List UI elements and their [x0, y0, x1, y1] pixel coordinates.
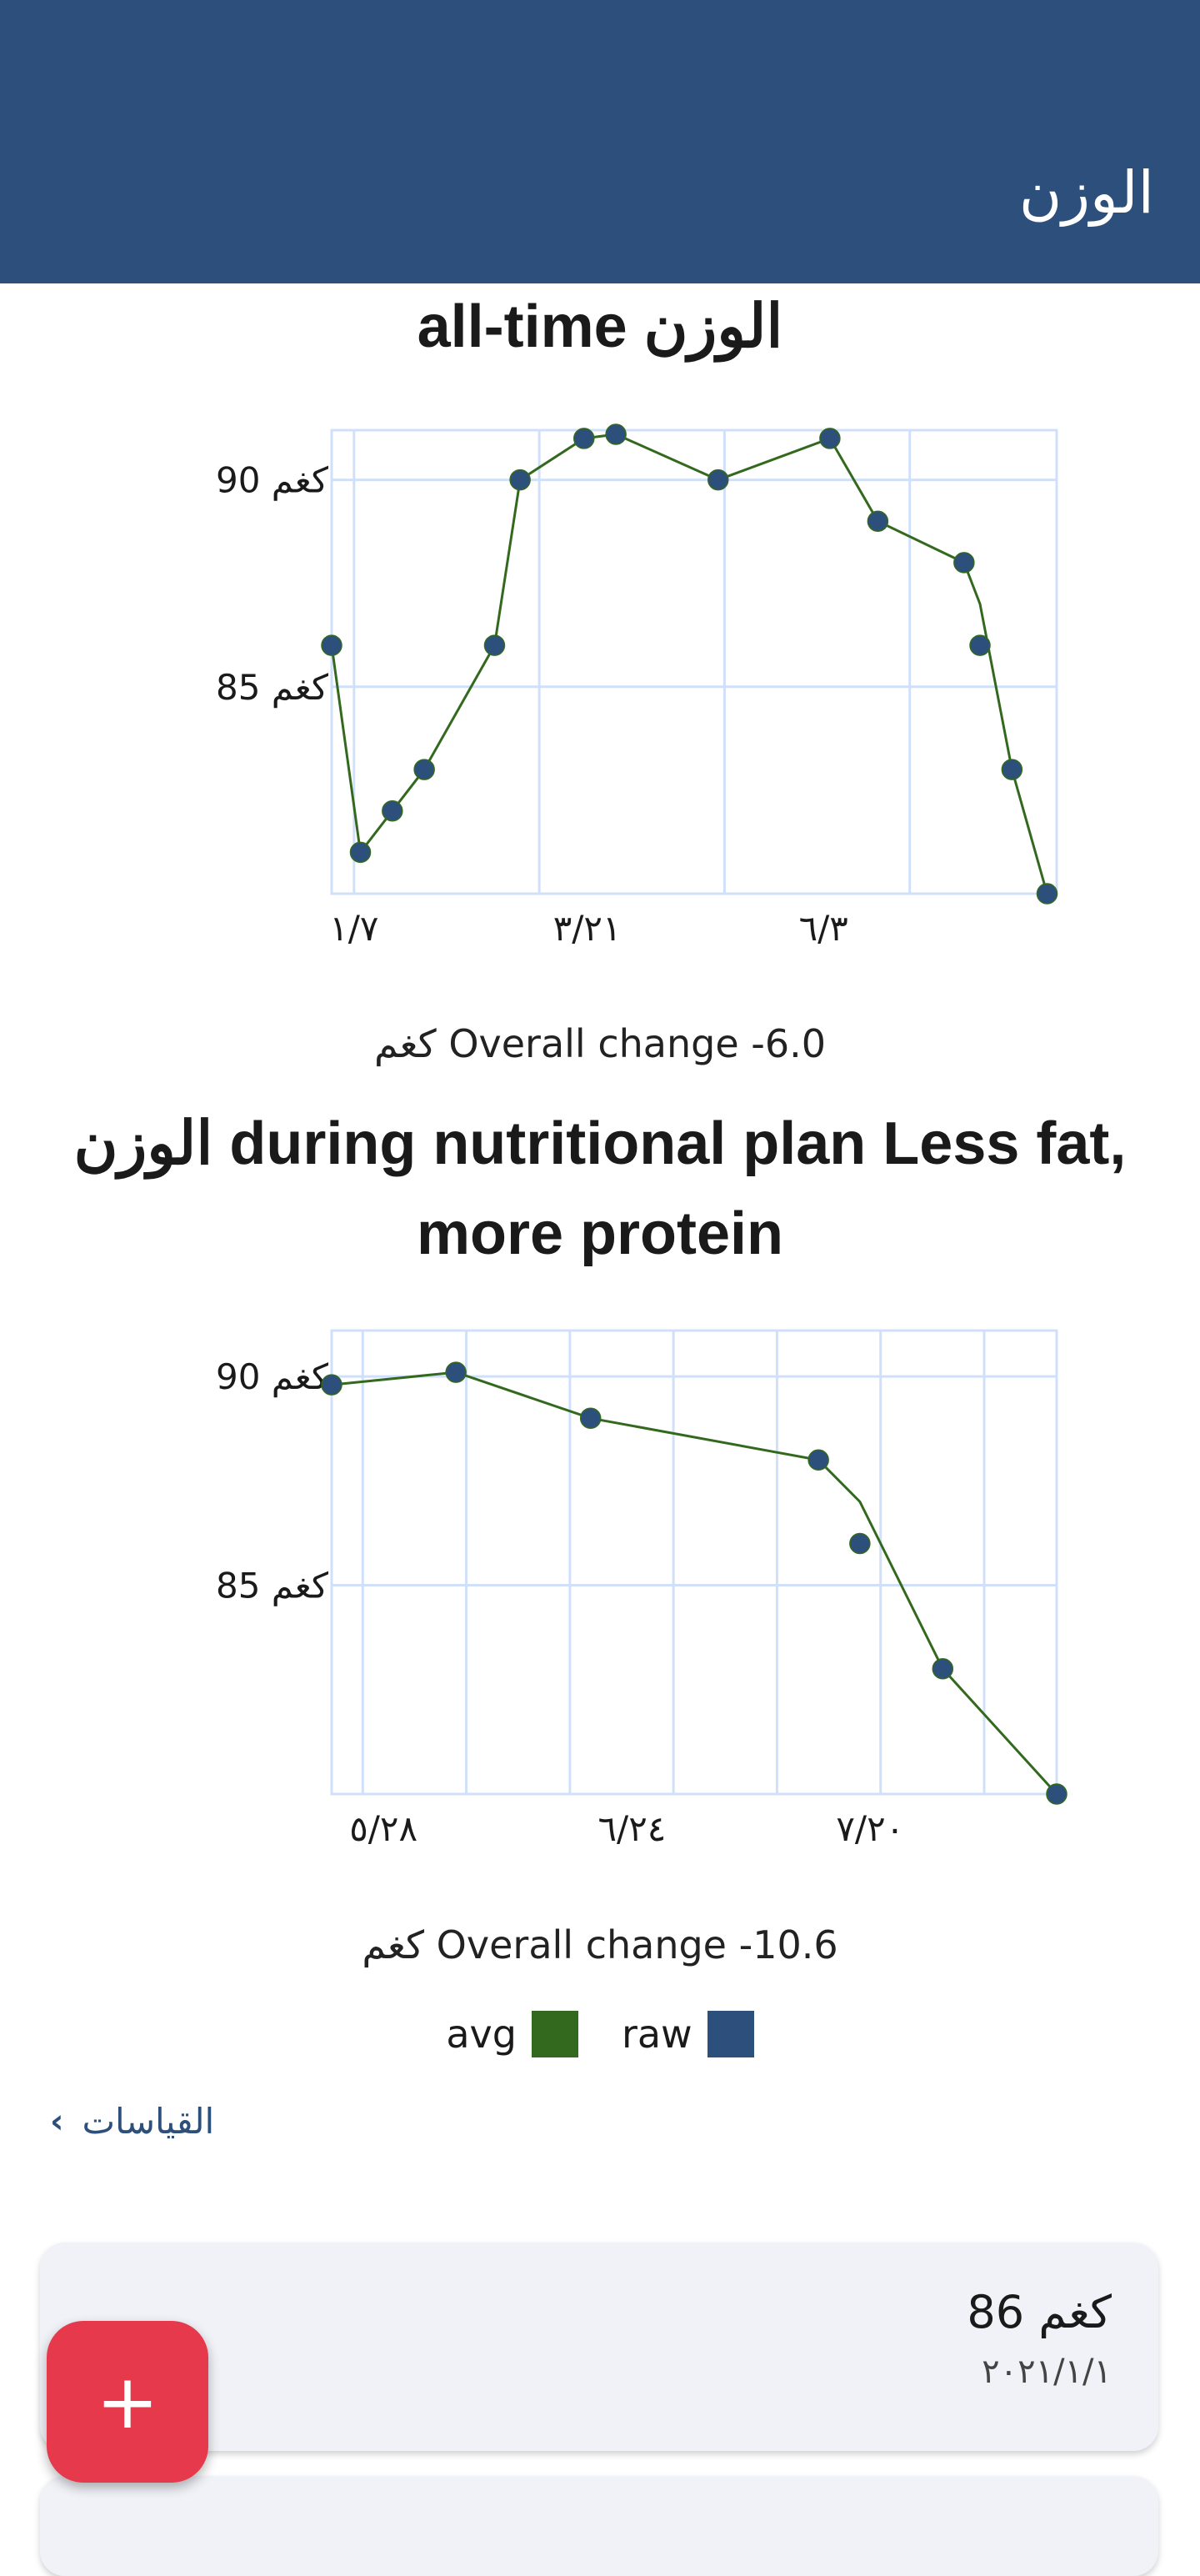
x-tick-label: ٥/٢٨	[349, 1808, 418, 1849]
raw-data-point	[321, 634, 342, 656]
raw-data-point	[579, 1407, 602, 1429]
raw-data-point	[969, 634, 991, 656]
raw-data-point	[1036, 883, 1058, 905]
raw-data-point	[849, 1532, 871, 1555]
raw-data-point	[1001, 759, 1023, 780]
x-tick-label: ٧/٢٠	[836, 1808, 904, 1849]
weight-entry-card[interactable]: 86 كغم ٢٠٢١/١/١	[40, 2243, 1158, 2451]
raw-data-point	[573, 428, 595, 449]
raw-data-point	[483, 634, 506, 656]
measurements-link[interactable]: ‹ القياسات	[50, 2101, 214, 2142]
chart-title-all-time: all-time الوزن	[417, 293, 783, 360]
raw-data-point	[349, 841, 372, 864]
x-tick-label: ٦/٣	[799, 908, 848, 949]
chart-title-plan: الوزن during nutritional plan Less fat, …	[73, 1110, 1127, 1267]
plot-frame	[330, 1329, 1058, 1796]
plus-icon: +	[96, 2358, 159, 2446]
chart-legend: avg raw	[0, 2005, 1200, 2063]
raw-data-point	[382, 799, 403, 822]
raw-data-point	[932, 1657, 954, 1680]
raw-data-point	[707, 469, 729, 491]
y-tick-label: 90 كغم	[216, 460, 328, 502]
legend-item-avg: avg	[446, 2011, 578, 2057]
raw-data-point	[509, 469, 531, 491]
x-tick-label: ٦/٢٤	[598, 1808, 667, 1849]
weight-chart-plan: 85 كغم 90 كغم ٥/٢٨ ٦/٢٤ ٧/٢٠	[216, 1329, 1068, 1849]
app-bar: الوزن	[0, 0, 1200, 283]
legend-label-raw: raw	[621, 2012, 692, 2057]
raw-data-point	[605, 423, 627, 445]
weight-entry-card[interactable]	[40, 2476, 1158, 2576]
x-tick-label: ١/٧	[329, 908, 378, 949]
overall-change-all-time: كغم Overall change -6.0	[373, 1021, 827, 1066]
raw-data-point	[808, 1449, 829, 1471]
x-tick-label: ٣/٢١	[553, 908, 622, 949]
entry-weight: 86 كغم	[967, 2286, 1112, 2338]
raw-data-point	[819, 428, 841, 449]
entry-date: ٢٠٢١/١/١	[982, 2353, 1112, 2391]
avg-series-line	[330, 433, 1048, 895]
chevron-left-icon: ‹	[50, 2102, 64, 2141]
overall-change-plan: كغم Overall change -10.6	[362, 1922, 838, 1967]
page-title: الوزن	[1018, 158, 1154, 227]
legend-swatch-avg	[531, 2011, 578, 2057]
raw-data-point	[413, 759, 435, 780]
raw-data-point	[445, 1361, 467, 1383]
add-entry-button[interactable]: +	[47, 2321, 208, 2483]
y-tick-label: 90 كغم	[216, 1356, 328, 1398]
raw-data-point	[867, 510, 889, 532]
legend-item-raw: raw	[622, 2011, 754, 2057]
raw-data-point	[953, 552, 975, 574]
raw-data-point	[1046, 1783, 1068, 1805]
weight-chart-all-time: 85 كغم 90 كغم ١/٧ ٣/٢١ ٦/٣	[216, 423, 1058, 949]
avg-series-line	[331, 1371, 1058, 1796]
raw-data-point	[321, 1374, 342, 1396]
measurements-link-label: القياسات	[82, 2101, 215, 2142]
legend-label-avg: avg	[446, 2012, 517, 2057]
y-tick-label: 85 كغم	[216, 1566, 328, 1607]
plot-frame	[330, 428, 1058, 895]
y-tick-label: 85 كغم	[216, 667, 328, 709]
legend-swatch-raw	[707, 2011, 754, 2057]
